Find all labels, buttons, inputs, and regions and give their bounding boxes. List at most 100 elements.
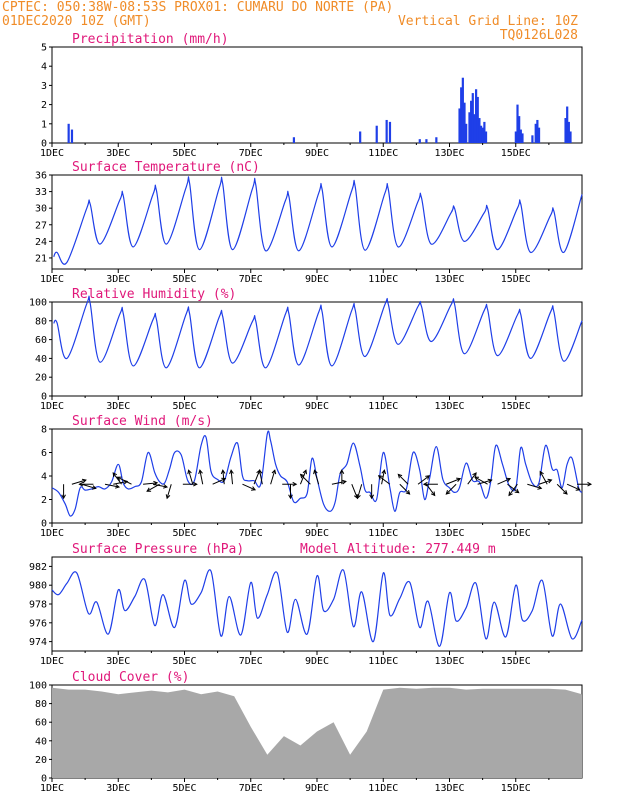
precip-bar	[481, 127, 484, 143]
cloud-xtick-label: 13DEC	[434, 783, 464, 794]
wind-arrow	[507, 483, 519, 494]
pressure-title: Surface Pressure (hPa)	[72, 542, 244, 557]
wind-ytick-label: 8	[41, 425, 47, 436]
wind-arrow	[497, 478, 511, 485]
cloud-ytick-label: 80	[35, 699, 47, 710]
wind-arrow-head	[288, 494, 293, 500]
wind-arrow-head	[299, 473, 305, 479]
rh-xtick-label: 5DEC	[172, 401, 196, 412]
wind-arrow	[81, 483, 96, 489]
precip-ytick-label: 2	[41, 100, 47, 111]
wind-arrow	[331, 480, 347, 485]
precip-xtick-label: 3DEC	[106, 148, 130, 159]
temp-ytick-label: 24	[35, 237, 47, 248]
cloud-area	[52, 687, 582, 778]
precip-frame	[51, 46, 583, 144]
wind-arrow-head	[506, 477, 512, 483]
temp-ytick-label: 27	[35, 220, 47, 231]
cloud-xtick-label: 9DEC	[305, 783, 329, 794]
precip-xtick-label: 11DEC	[368, 148, 398, 159]
precip-xtick-label: 9DEC	[305, 148, 329, 159]
temp-xtick-label: 9DEC	[305, 274, 329, 285]
wind-arrow	[300, 474, 311, 485]
pressure-frame	[51, 556, 583, 652]
cloud-title: Cloud Cover (%)	[72, 670, 189, 685]
precip-ytick-label: 0	[41, 139, 47, 150]
wind-arrow-head	[146, 487, 152, 492]
rh-title: Relative Humidity (%)	[72, 287, 236, 302]
precip-bar	[425, 139, 428, 143]
precip-bar	[475, 89, 478, 143]
rh-ytick-label: 60	[35, 335, 47, 346]
header-grid-note: Vertical Grid Line: 10Z	[398, 14, 578, 29]
pressure-xtick-label: 11DEC	[368, 656, 398, 667]
precip-bar	[514, 131, 517, 143]
wind-ytick-label: 2	[41, 495, 47, 506]
wind-arrow-head	[339, 469, 345, 474]
precip-bar	[519, 129, 522, 143]
wind-arrow-head	[562, 490, 568, 495]
temp-xtick-label: 15DEC	[501, 274, 531, 285]
wind-arrow-head	[165, 494, 171, 500]
wind-arrow	[556, 483, 568, 495]
wind-arrow-head	[313, 469, 318, 475]
cloud-xtick-label: 1DEC	[40, 783, 64, 794]
wind-arrow	[259, 470, 263, 485]
rh-xtick-label: 7DEC	[239, 401, 263, 412]
precip-bar	[566, 106, 569, 143]
wind-title: Surface Wind (m/s)	[72, 414, 213, 429]
temp-panel: Surface Temperature (nC) 21 24 27 30 33 36 1DEC…	[35, 160, 583, 285]
wind-arrow	[166, 484, 172, 499]
pressure-xtick-label: 7DEC	[239, 656, 263, 667]
pressure-annotation: Model Altitude: 277.449 m	[300, 542, 496, 557]
wind-ytick-label: 4	[41, 472, 47, 483]
precip-bar	[516, 104, 519, 143]
wind-arrow	[146, 483, 160, 492]
wind-arrow-head	[425, 475, 431, 480]
precip-bar	[531, 135, 534, 143]
wind-arrow	[417, 475, 430, 485]
wind-arrow-head	[220, 469, 226, 475]
wind-arrow-head	[422, 481, 428, 487]
rh-ytick-label: 80	[35, 316, 47, 327]
wind-arrow	[539, 471, 548, 485]
precip-bar	[564, 118, 567, 143]
wind-series-line	[51, 430, 583, 517]
temp-xtick-label: 5DEC	[172, 274, 196, 285]
precip-bar	[70, 129, 74, 143]
precip-bar	[468, 112, 471, 143]
wind-arrow	[199, 470, 204, 485]
precip-xtick-label: 5DEC	[172, 148, 196, 159]
wind-xtick-label: 7DEC	[239, 528, 263, 539]
wind-xtick-label: 9DEC	[305, 528, 329, 539]
pressure-ytick-label: 982	[29, 562, 47, 573]
wind-arrow	[378, 475, 391, 485]
wind-arrow	[242, 483, 256, 491]
wind-arrow-head	[198, 469, 203, 475]
wind-arrow	[467, 472, 477, 485]
precip-panel: Precipitation (mm/h) 0 1 2 3 4 5 1DEC 3DEC 5DEC 7D…	[40, 32, 583, 159]
precip-bar	[521, 133, 524, 143]
header-line-2: 01DEC2020 10Z (GMT)	[2, 14, 151, 29]
precip-ytick-label: 4	[41, 62, 47, 73]
rh-ytick-label: 20	[35, 373, 47, 384]
wind-arrow-head	[112, 472, 118, 478]
wind-arrow	[152, 483, 168, 488]
precip-ytick-label: 1	[41, 119, 47, 130]
precip-bar	[484, 131, 488, 143]
wind-arrow-head	[292, 481, 298, 487]
rh-xtick-label: 13DEC	[434, 401, 464, 412]
wind-arrow-head	[587, 481, 593, 487]
precip-bar	[359, 131, 362, 143]
wind-arrow-head	[251, 486, 257, 491]
precip-bar	[536, 119, 539, 143]
wind-arrow	[446, 478, 461, 485]
temp-xtick-label: 11DEC	[368, 274, 398, 285]
wind-arrow-head	[405, 490, 411, 495]
rh-series-line	[53, 295, 583, 369]
precip-bar	[569, 131, 572, 143]
wind-arrow	[188, 470, 194, 485]
wind-arrow-head	[115, 484, 121, 489]
wind-arrow-head	[356, 494, 361, 500]
